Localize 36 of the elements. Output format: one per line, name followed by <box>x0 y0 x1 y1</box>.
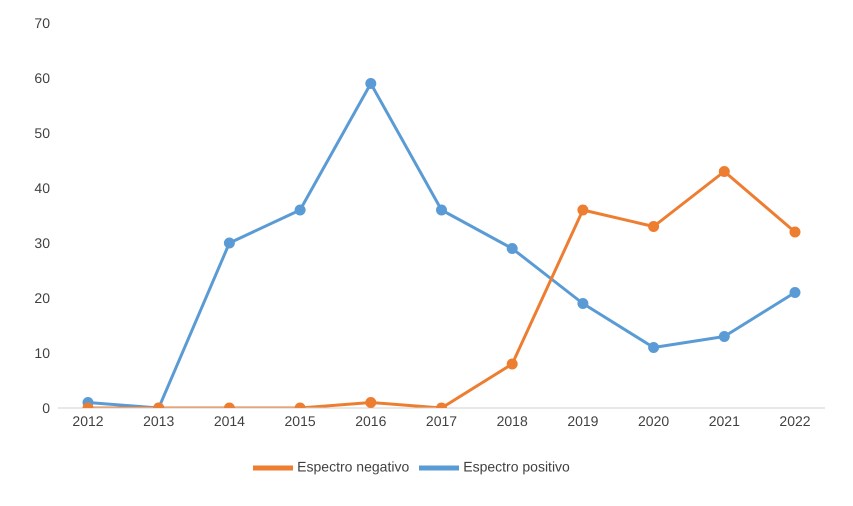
y-tick-label: 30 <box>34 234 50 251</box>
x-tick-label: 2018 <box>496 412 528 429</box>
x-tick-label: 2021 <box>708 412 740 429</box>
y-tick-label: 40 <box>34 180 50 196</box>
point <box>790 287 800 298</box>
point <box>506 358 518 370</box>
point <box>790 226 800 238</box>
x-tick-label: 2016 <box>355 412 387 429</box>
point <box>294 204 306 216</box>
point <box>436 204 447 216</box>
x-tick-label: 2020 <box>638 412 670 429</box>
y-tick-label: 0 <box>42 400 50 416</box>
point <box>365 397 376 408</box>
x-tick-label: 2014 <box>214 412 246 429</box>
point <box>648 342 660 353</box>
point <box>224 238 235 248</box>
point <box>718 166 730 177</box>
point <box>648 221 660 232</box>
point <box>718 331 730 342</box>
x-tick-label: 2017 <box>426 412 458 429</box>
x-tick-label: 2013 <box>143 412 174 429</box>
y-tick-label: 70 <box>34 14 50 31</box>
y-tick-label: 60 <box>34 70 50 86</box>
y-tick-label: 10 <box>34 344 50 361</box>
point <box>577 204 588 216</box>
legend-label: Espectro positivo <box>463 458 570 475</box>
point <box>365 78 376 89</box>
y-tick-label: 50 <box>34 124 50 141</box>
legend-label: Espectro negativo <box>297 458 410 475</box>
x-tick-label: 2019 <box>567 412 599 429</box>
x-tick-label: 2015 <box>284 412 316 429</box>
point <box>577 298 588 309</box>
y-tick-label: 20 <box>34 290 50 306</box>
x-tick-label: 2022 <box>779 412 811 429</box>
point <box>506 243 518 254</box>
x-tick-label: 2012 <box>72 412 104 429</box>
